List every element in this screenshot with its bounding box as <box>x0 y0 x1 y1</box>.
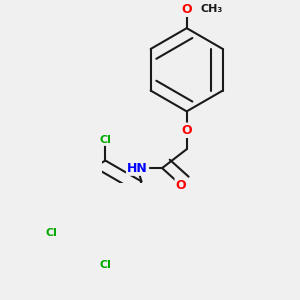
Text: CH₃: CH₃ <box>200 4 222 14</box>
Text: O: O <box>182 124 192 137</box>
Text: HN: HN <box>127 162 148 175</box>
Text: Cl: Cl <box>99 260 111 270</box>
Text: Cl: Cl <box>99 135 111 145</box>
Text: O: O <box>182 3 192 16</box>
Text: O: O <box>176 178 186 192</box>
Text: Cl: Cl <box>45 228 57 239</box>
